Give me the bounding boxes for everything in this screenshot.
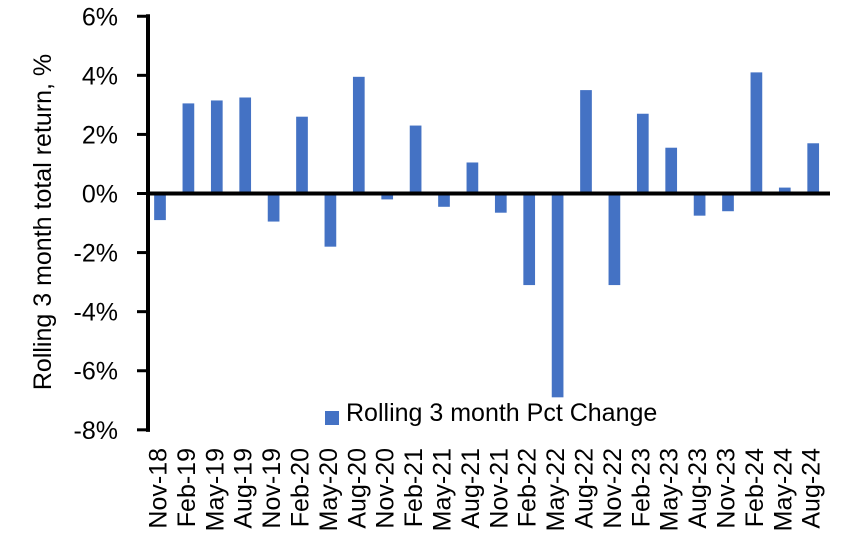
x-label-may-21: May-21: [429, 448, 457, 531]
bar-feb-21: [409, 125, 422, 194]
x-label-nov-23: Nov-23: [713, 448, 741, 529]
bar-feb-24: [750, 72, 763, 194]
bar-feb-22: [523, 193, 536, 286]
x-label-may-20: May-20: [315, 448, 343, 531]
x-label-nov-20: Nov-20: [372, 448, 400, 529]
x-label-may-23: May-23: [656, 448, 684, 531]
x-label-aug-21: Aug-21: [457, 448, 485, 529]
y-tick-label: -8%: [74, 417, 118, 445]
bar-aug-22: [580, 90, 592, 194]
x-label-feb-23: Feb-23: [627, 448, 655, 527]
x-label-feb-20: Feb-20: [287, 448, 315, 527]
bar-feb-19: [182, 103, 195, 194]
x-label-nov-19: Nov-19: [258, 448, 286, 529]
y-tick-label: 4%: [82, 62, 118, 90]
bar-feb-20: [296, 116, 308, 194]
x-label-feb-22: Feb-22: [514, 448, 542, 527]
bar-aug-21: [466, 162, 479, 194]
x-label-may-19: May-19: [201, 448, 229, 531]
legend-swatch: [325, 410, 339, 425]
bar-nov-18: [154, 193, 166, 221]
x-label-feb-19: Feb-19: [173, 448, 201, 527]
x-label-nov-22: Nov-22: [599, 448, 627, 529]
y-tick-label: 6%: [82, 3, 118, 31]
bar-may-21: [438, 193, 450, 207]
x-label-aug-23: Aug-23: [684, 448, 712, 529]
bar-nov-21: [494, 193, 507, 213]
x-label-nov-21: Nov-21: [485, 448, 513, 529]
bar-may-19: [210, 100, 223, 194]
bar-nov-23: [722, 193, 734, 212]
x-label-aug-22: Aug-22: [571, 448, 599, 529]
bar-may-22: [551, 193, 564, 398]
y-tick-label: -4%: [74, 299, 118, 327]
x-label-may-22: May-22: [542, 448, 570, 531]
bar-aug-23: [693, 193, 706, 216]
y-tick-label: -2%: [74, 240, 118, 268]
bar-nov-22: [608, 193, 621, 286]
bar-aug-19: [239, 97, 252, 194]
y-axis-ticks: 6% 4% 2% 0% -2% -4% -6% -8%: [74, 3, 150, 445]
bar-nov-19: [267, 193, 280, 222]
bar-aug-24: [807, 143, 820, 194]
bar-aug-20: [352, 76, 365, 194]
axes: [146, 14, 830, 432]
bar-may-24: [778, 187, 791, 194]
chart-legend: Rolling 3 month Pct Change: [325, 401, 657, 426]
y-tick-label: 2%: [82, 121, 118, 149]
y-tick-label: -6%: [74, 358, 118, 386]
y-axis-title: Rolling 3 month total return, %: [29, 54, 57, 390]
bar-nov-20: [381, 193, 394, 200]
x-label-nov-18: Nov-18: [145, 448, 173, 529]
x-label-aug-19: Aug-19: [230, 448, 258, 529]
x-axis-labels: Nov-18 Feb-19 May-19 Aug-19 Nov-19 Feb-20 May-…: [145, 448, 826, 531]
y-tick-label: 0%: [82, 181, 118, 209]
legend-label: Rolling 3 month Pct Change: [346, 399, 658, 427]
bar-series: [154, 72, 820, 398]
bar-may-20: [324, 193, 337, 247]
bar-feb-23: [636, 113, 649, 194]
x-label-feb-24: Feb-24: [741, 448, 769, 527]
bar-may-23: [665, 147, 678, 194]
x-label-aug-20: Aug-20: [343, 448, 371, 529]
x-label-feb-21: Feb-21: [400, 448, 428, 527]
x-label-aug-24: Aug-24: [798, 448, 826, 529]
x-label-may-24: May-24: [769, 448, 797, 531]
